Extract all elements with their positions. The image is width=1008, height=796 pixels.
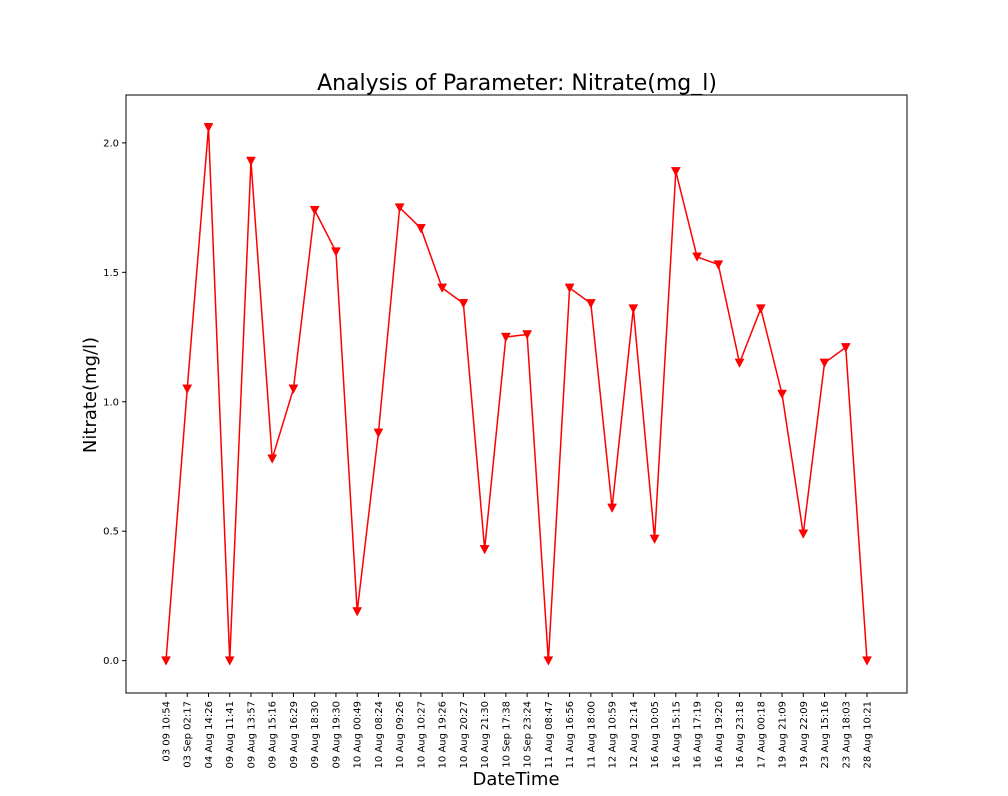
data-point-marker [267,454,278,464]
x-tick-label: 17 Aug 00:18 [756,701,767,768]
x-tick-label: 16 Aug 17:19 [693,701,704,768]
data-point-marker [798,529,809,539]
x-axis: 03 09 10:54 03 Sep 02:17 04 Aug 14:26 09 Au… [162,693,874,768]
y-tick-label: 1.0 [103,397,119,408]
x-tick-label: 19 Aug 22:09 [799,701,810,768]
x-tick-label: 09 Aug 13:57 [246,701,257,768]
data-point-marker [628,304,639,314]
data-point-marker [224,656,235,666]
x-tick-label: 10 Sep 17:38 [501,701,512,768]
series-nitrate [161,123,872,666]
data-point-marker [862,656,872,666]
data-point-marker [585,299,596,309]
y-axis-label: Nitrate(mg/l) [80,337,101,453]
data-point-marker [500,332,511,343]
x-tick-label: 11 Aug 08:47 [544,701,555,768]
x-tick-label: 11 Aug 18:00 [586,701,597,768]
data-point-marker [840,343,851,353]
data-point-marker [607,503,618,513]
x-tick-label: 04 Aug 14:26 [204,701,215,768]
y-axis: 0.0 0.5 1.0 1.5 2.0 [103,138,126,667]
x-tick-label: 12 Aug 10:59 [608,701,619,768]
series-line [165,127,868,661]
data-point-marker [713,260,724,270]
data-point-marker [564,283,575,293]
x-tick-label: 10 Aug 09:26 [395,701,406,768]
plot-area [125,94,908,694]
x-tick-label: 10 Sep 23:24 [523,701,534,768]
x-tick-label: 09 Aug 11:41 [225,701,236,768]
x-tick-label: 12 Aug 12:14 [629,701,640,768]
data-point-marker [522,330,533,340]
x-tick-label: 10 Aug 19:26 [438,701,449,768]
data-point-marker [373,428,384,438]
x-tick-label: 03 09 10:54 [162,701,173,762]
x-tick-label: 03 Sep 02:17 [183,701,194,768]
data-point-marker [182,384,193,394]
y-tick-label: 1.5 [103,268,119,279]
data-point-marker [819,358,830,368]
data-point-marker [415,224,426,234]
x-tick-label: 28 Aug 10:21 [863,701,874,768]
x-tick-label: 16 Aug 23:18 [735,701,746,768]
x-tick-label: 10 Aug 08:24 [374,701,385,768]
data-point-marker [755,304,766,314]
data-point-marker [458,299,469,309]
data-point-marker [777,389,787,400]
x-tick-label: 09 Aug 16:29 [289,701,300,768]
y-tick-label: 2.0 [103,138,119,149]
data-point-marker [352,607,363,617]
data-point-marker [670,167,681,177]
x-tick-label: 23 Aug 18:03 [841,701,852,768]
y-tick-label: 0.5 [103,527,119,538]
x-tick-label: 23 Aug 15:16 [820,701,831,768]
x-tick-label: 11 Aug 16:56 [565,701,576,768]
data-point-marker [692,252,702,262]
chart-title: Analysis of Parameter: Nitrate(mg_l) [317,71,717,96]
data-point-marker [649,534,660,545]
data-point-marker [309,205,320,216]
data-point-marker [203,123,214,133]
x-tick-label: 16 Aug 15:15 [671,701,682,768]
x-tick-label: 09 Aug 19:30 [331,701,342,768]
x-tick-label: 16 Aug 10:05 [650,701,661,768]
data-point-marker [437,283,448,293]
x-tick-label: 10 Aug 00:49 [353,701,364,768]
data-point-marker [161,656,171,666]
x-tick-label: 10 Aug 10:27 [416,701,427,768]
data-point-marker [331,247,341,257]
data-point-marker [543,656,554,666]
x-tick-label: 09 Aug 15:16 [268,701,279,768]
data-point-marker [246,156,256,167]
x-tick-label: 09 Aug 18:30 [310,701,321,768]
x-tick-label: 10 Aug 21:30 [480,701,491,768]
data-point-marker [479,545,490,555]
y-tick-label: 0.0 [103,656,119,667]
x-tick-label: 19 Aug 21:09 [778,701,789,768]
x-tick-label: 10 Aug 20:27 [459,701,470,768]
x-tick-label: 16 Aug 19:20 [714,701,725,768]
data-point-marker [288,384,299,394]
data-point-marker [394,203,405,213]
data-point-marker [734,358,745,368]
x-axis-label: DateTime [472,769,559,790]
